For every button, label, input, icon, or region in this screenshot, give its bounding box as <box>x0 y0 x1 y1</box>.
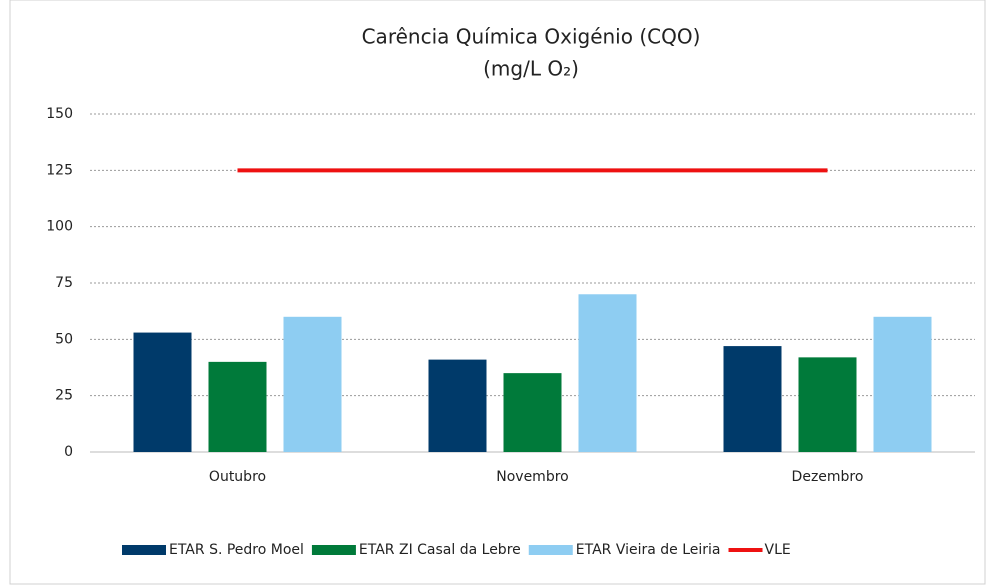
legend-swatch <box>122 545 166 555</box>
legend-label: ETAR Vieira de Leiria <box>576 542 721 558</box>
bar <box>208 361 267 452</box>
y-tick-label: 75 <box>55 275 73 291</box>
chart-subtitle: (mg/L O₂) <box>483 57 579 81</box>
y-tick-label: 0 <box>64 444 73 460</box>
legend-swatch <box>311 545 356 555</box>
bar <box>798 357 857 452</box>
chart-frame <box>9 0 986 585</box>
x-tick-label: Outubro <box>209 469 266 485</box>
x-tick-label: Dezembro <box>792 469 864 485</box>
x-tick-label: Novembro <box>496 469 568 485</box>
legend-label: ETAR S. Pedro Moel <box>169 542 304 558</box>
y-tick-label: 125 <box>46 162 73 178</box>
bar <box>578 294 637 452</box>
legend-label: VLE <box>765 542 791 558</box>
bar <box>873 316 932 452</box>
y-tick-label: 150 <box>46 106 73 122</box>
bar <box>283 316 342 452</box>
bar <box>503 373 562 452</box>
bar <box>428 359 487 452</box>
y-tick-label: 100 <box>46 219 73 235</box>
legend-label: ETAR ZI Casal da Lebre <box>359 542 521 558</box>
chart-title: Carência Química Oxigénio (CQO) <box>362 25 701 49</box>
bar <box>723 346 782 452</box>
legend-swatch <box>528 545 573 555</box>
y-tick-label: 25 <box>55 388 73 404</box>
y-tick-label: 50 <box>55 331 73 347</box>
bar <box>133 332 192 452</box>
